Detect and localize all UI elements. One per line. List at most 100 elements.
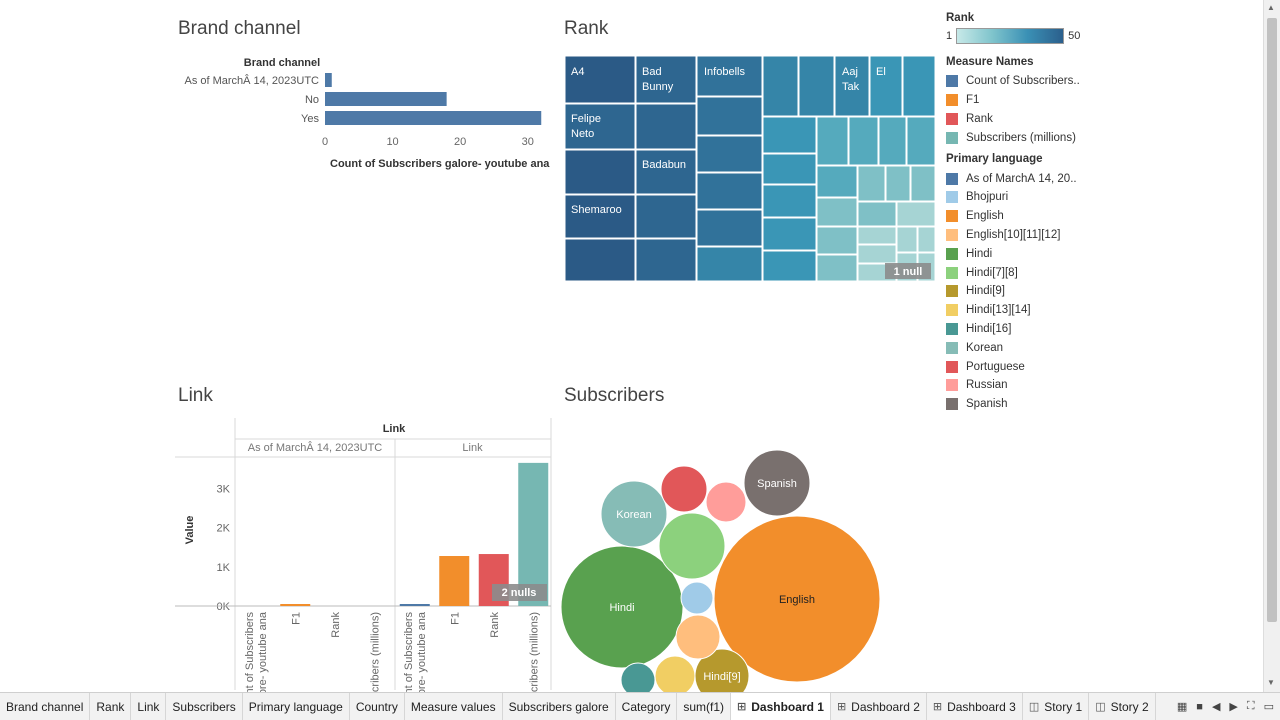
treemap-cell[interactable] <box>762 153 817 185</box>
brand-channel-chart[interactable]: Brand channel As of MarchÂ 14, 2023UTC No Y… <box>170 50 555 180</box>
sheet-tab[interactable]: Subscribers galore <box>503 693 616 720</box>
measure-legend-item[interactable]: Subscribers (millions) <box>946 128 1116 147</box>
subscriber-bubble[interactable] <box>658 512 726 580</box>
treemap-cell[interactable] <box>906 116 935 166</box>
sheet-tab[interactable]: ⊞ Dashboard 3 <box>927 693 1023 720</box>
filmstrip-view-icon[interactable]: ■ <box>1196 700 1203 713</box>
link-bar[interactable] <box>439 556 470 606</box>
treemap-cell[interactable] <box>565 238 636 281</box>
subscriber-bubble[interactable] <box>705 481 747 523</box>
treemap-cell[interactable] <box>635 56 697 104</box>
treemap-cell[interactable] <box>917 226 935 253</box>
language-legend-item[interactable]: Hindi[9] <box>946 282 1116 301</box>
link-bar[interactable] <box>518 462 549 606</box>
rank-legend[interactable]: Rank 1 50 <box>946 12 1116 44</box>
language-legend-item[interactable]: Hindi[7][8] <box>946 263 1116 282</box>
language-legend-item[interactable]: Korean <box>946 338 1116 357</box>
language-legend-item[interactable]: Bhojpuri <box>946 188 1116 207</box>
language-legend-item[interactable]: English[10][11][12] <box>946 226 1116 245</box>
treemap-cell[interactable] <box>565 56 636 104</box>
treemap-cell[interactable] <box>816 197 858 227</box>
treemap-cell[interactable] <box>848 116 879 166</box>
measure-legend-item[interactable]: Rank <box>946 110 1116 129</box>
treemap-cell[interactable] <box>565 194 636 239</box>
treemap-cell[interactable] <box>635 238 697 281</box>
sheet-tab[interactable]: ◫ Story 2 <box>1089 693 1156 720</box>
measure-names-legend[interactable]: Measure Names Count of Subscribers.. F1 Ra… <box>946 56 1116 147</box>
treemap-cell[interactable] <box>635 194 697 239</box>
treemap-cell[interactable] <box>878 116 907 166</box>
fit-icon[interactable]: ⛶ <box>1246 700 1255 712</box>
sheet-tab[interactable]: Primary language <box>243 693 350 720</box>
subscriber-bubble[interactable] <box>713 515 881 683</box>
treemap-cell[interactable] <box>696 172 763 210</box>
subscriber-bubble[interactable] <box>620 662 656 692</box>
scroll-down-icon[interactable]: ▼ <box>1267 678 1275 687</box>
treemap-cell[interactable] <box>816 226 858 255</box>
subscriber-bubble[interactable] <box>680 581 714 615</box>
treemap-cell[interactable] <box>902 56 935 117</box>
language-legend-item[interactable]: Spanish <box>946 395 1116 414</box>
sheet-tab[interactable]: ⊞ Dashboard 2 <box>831 693 927 720</box>
sheet-tab[interactable]: ⊞ Dashboard 1 <box>731 693 831 720</box>
measure-legend-item[interactable]: Count of Subscribers.. <box>946 72 1116 91</box>
null-badge[interactable] <box>885 263 931 279</box>
language-legend-item[interactable]: Portuguese <box>946 357 1116 376</box>
link-bar[interactable] <box>280 604 311 606</box>
primary-language-legend[interactable]: Primary language As of MarchÂ 14, 20.. Bh… <box>946 153 1116 413</box>
subscriber-bubble[interactable] <box>654 655 696 692</box>
treemap-cell[interactable] <box>696 96 763 136</box>
scroll-up-icon[interactable]: ▲ <box>1267 3 1275 12</box>
treemap-cell[interactable] <box>762 116 817 154</box>
treemap-cell[interactable] <box>635 149 697 195</box>
treemap-cell[interactable] <box>816 165 858 198</box>
grid-view-icon[interactable]: ▦ <box>1176 701 1188 713</box>
sheet-tab[interactable]: Measure values <box>405 693 503 720</box>
treemap-cell[interactable] <box>565 149 636 195</box>
treemap-cell[interactable] <box>635 103 697 150</box>
treemap-cell[interactable] <box>885 165 911 202</box>
treemap-cell[interactable] <box>696 135 763 173</box>
scrollbar-thumb[interactable] <box>1267 18 1277 622</box>
subscriber-bubble[interactable] <box>560 545 684 669</box>
sheet-tab[interactable]: Country <box>350 693 405 720</box>
sheet-tab[interactable]: ◫ Story 1 <box>1023 693 1090 720</box>
subscribers-bubble-chart[interactable]: English Hindi Spanish Korean Hindi[9] <box>555 440 890 692</box>
treemap-cell[interactable] <box>816 254 858 281</box>
language-legend-item[interactable]: Hindi[16] <box>946 320 1116 339</box>
subscriber-bubble[interactable] <box>743 449 811 517</box>
sheet-tab[interactable]: Brand channel <box>0 693 91 720</box>
treemap-cell[interactable] <box>696 56 763 97</box>
treemap-cell[interactable] <box>762 184 817 218</box>
treemap-cell[interactable] <box>696 246 763 281</box>
treemap-cell[interactable] <box>798 56 835 117</box>
treemap-cell[interactable] <box>896 226 918 253</box>
treemap-cell[interactable] <box>696 209 763 247</box>
subscriber-bubble[interactable] <box>675 614 721 660</box>
measure-legend-item[interactable]: F1 <box>946 91 1116 110</box>
sheet-tab[interactable]: sum(f1) <box>677 693 732 720</box>
brand-bar[interactable] <box>325 92 447 106</box>
language-legend-item[interactable]: As of MarchÂ 14, 20.. <box>946 169 1116 188</box>
treemap-cell[interactable] <box>762 56 799 117</box>
subscriber-bubble[interactable] <box>600 480 668 548</box>
treemap-cell[interactable] <box>857 201 897 227</box>
next-sheet-icon[interactable]: ▶ <box>1229 701 1238 713</box>
link-bar[interactable] <box>399 604 430 606</box>
treemap-cell[interactable] <box>910 165 935 202</box>
vertical-scrollbar[interactable]: ▲ ▼ <box>1263 0 1280 692</box>
language-legend-item[interactable]: Hindi[13][14] <box>946 301 1116 320</box>
brand-bar[interactable] <box>325 73 332 87</box>
treemap-cell[interactable] <box>565 103 636 150</box>
treemap-cell[interactable] <box>896 201 935 227</box>
presentation-mode-icon[interactable]: ▭ <box>1263 701 1274 713</box>
rank-treemap[interactable]: A4 Bad Bunny Infobells Aaj Tak El Felipe Neto Bad… <box>565 56 935 281</box>
treemap-cell[interactable] <box>816 116 849 166</box>
treemap-cell[interactable] <box>857 226 897 245</box>
treemap-cell[interactable] <box>869 56 903 117</box>
brand-bar[interactable] <box>325 111 542 125</box>
sheet-tab[interactable]: Category <box>616 693 678 720</box>
language-legend-item[interactable]: English <box>946 207 1116 226</box>
sheet-tab[interactable]: Subscribers <box>166 693 243 720</box>
